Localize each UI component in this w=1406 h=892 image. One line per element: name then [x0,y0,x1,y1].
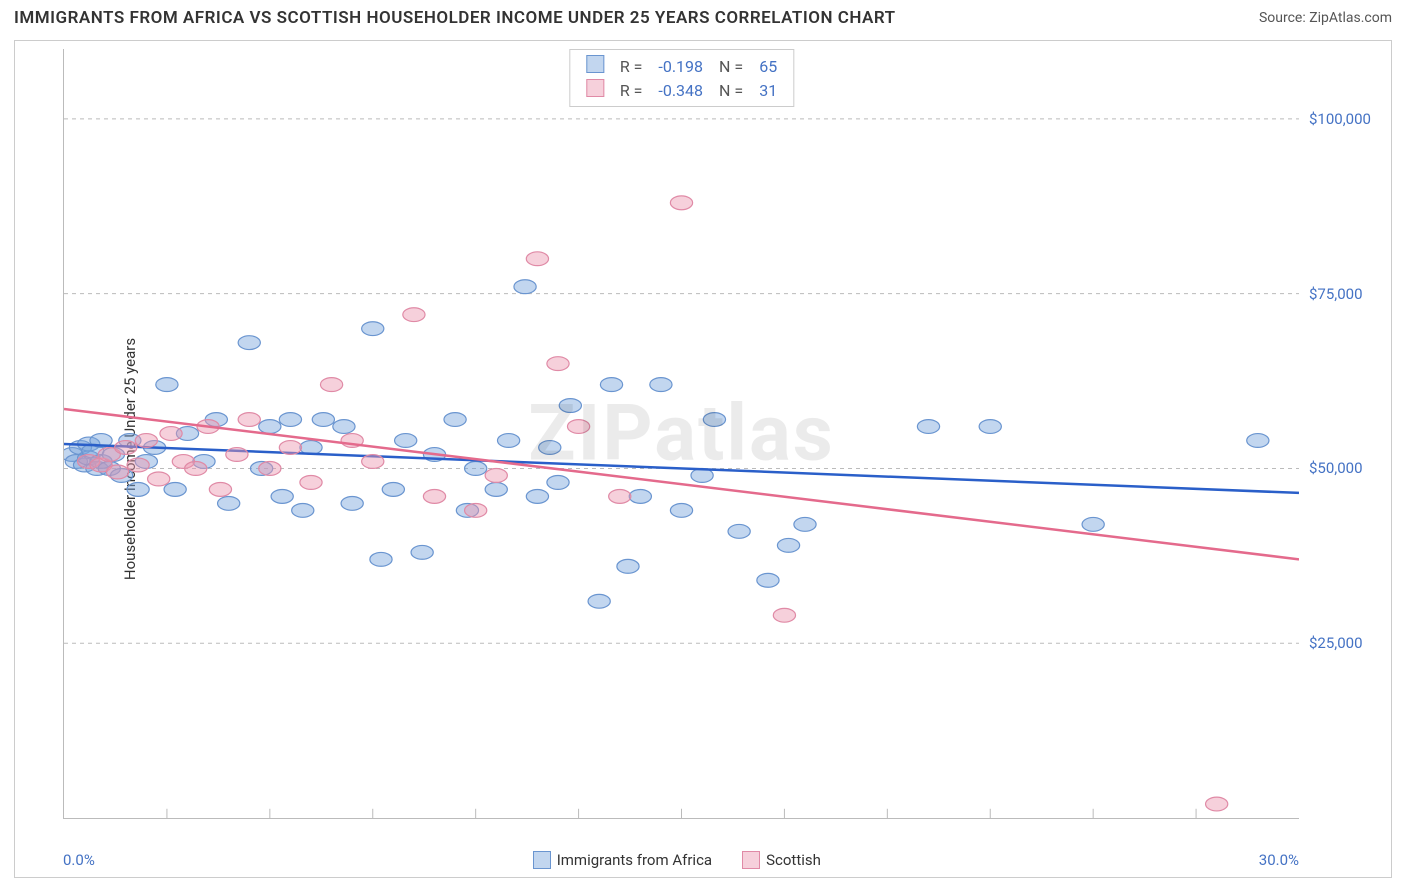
x-axis-max: 30.0% [1259,851,1299,869]
data-point-africa [600,378,622,392]
data-point-scottish [238,413,260,427]
data-point-africa [156,378,178,392]
chart-container: Householder Income Under 25 years R =-0.… [14,40,1392,878]
data-point-scottish [259,462,281,476]
data-point-africa [539,441,561,455]
data-point-scottish [185,462,207,476]
data-point-africa [444,413,466,427]
data-point-africa [292,503,314,517]
y-tick-label: $100,000 [1309,110,1371,128]
data-point-africa [395,434,417,448]
series-swatch-africa [533,851,551,869]
source-name: ZipAtlas.com [1309,10,1392,26]
data-point-scottish [1206,797,1228,811]
data-point-africa [411,545,433,559]
data-point-scottish [423,489,445,503]
data-point-scottish [362,455,384,469]
page-title: IMMIGRANTS FROM AFRICA VS SCOTTISH HOUSE… [14,8,896,28]
data-point-scottish [403,308,425,322]
data-point-africa [382,483,404,497]
data-point-scottish [106,465,128,479]
legend-swatch-africa [586,55,604,73]
data-point-africa [238,336,260,350]
data-point-africa [559,399,581,413]
data-point-scottish [160,427,182,441]
data-point-africa [617,559,639,573]
data-point-africa [794,517,816,531]
data-point-africa [757,573,779,587]
data-point-africa [312,413,334,427]
data-point-africa [279,413,301,427]
y-tick-label: $50,000 [1309,459,1363,477]
x-axis-row: 0.0% Immigrants from Africa Scottish 30.0… [63,851,1299,869]
data-point-africa [370,552,392,566]
data-point-scottish [127,458,149,472]
legend-row-africa: R =-0.198N =65 [578,54,785,78]
legend-swatch-scottish [586,79,604,97]
series-legend-item-scottish: Scottish [742,851,821,869]
plot-area: R =-0.198N =65R =-0.348N =31 ZIPatlas $2… [63,49,1299,819]
y-tick-label: $75,000 [1309,285,1363,303]
data-point-africa [917,420,939,434]
data-point-scottish [773,608,795,622]
data-point-scottish [567,420,589,434]
legend-row-scottish: R =-0.348N =31 [578,78,785,102]
data-point-scottish [547,357,569,371]
data-point-africa [333,420,355,434]
data-point-africa [588,594,610,608]
data-point-africa [703,413,725,427]
data-point-africa [547,476,569,490]
data-point-africa [650,378,672,392]
data-point-africa [127,483,149,497]
data-point-africa [465,462,487,476]
data-point-scottish [209,483,231,497]
data-point-africa [259,420,281,434]
data-point-scottish [609,489,631,503]
data-point-africa [728,524,750,538]
data-point-scottish [526,252,548,266]
trend-line-scottish [64,409,1299,559]
data-point-africa [497,434,519,448]
data-point-africa [526,489,548,503]
data-point-africa [271,489,293,503]
data-point-africa [629,489,651,503]
data-point-scottish [320,378,342,392]
data-point-scottish [279,441,301,455]
data-point-scottish [300,476,322,490]
data-point-africa [485,483,507,497]
data-point-africa [362,322,384,336]
series-legend: Immigrants from Africa Scottish [533,851,821,869]
data-point-africa [1082,517,1104,531]
data-point-africa [1247,434,1269,448]
y-tick-label: $25,000 [1309,634,1363,652]
data-point-africa [670,503,692,517]
correlation-legend: R =-0.198N =65R =-0.348N =31 [569,49,794,107]
series-legend-item-africa: Immigrants from Africa [533,851,712,869]
data-point-scottish [465,503,487,517]
x-axis-min: 0.0% [63,851,95,869]
data-point-scottish [115,441,137,455]
source-attribution: Source: ZipAtlas.com [1259,10,1392,26]
data-point-scottish [148,472,170,486]
data-point-africa [514,280,536,294]
data-point-africa [341,496,363,510]
scatter-svg [64,49,1299,818]
series-label-scottish: Scottish [766,851,821,869]
source-prefix: Source: [1259,10,1309,26]
data-point-scottish [485,469,507,483]
data-point-africa [777,538,799,552]
series-swatch-scottish [742,851,760,869]
data-point-scottish [226,448,248,462]
series-label-africa: Immigrants from Africa [557,851,712,869]
data-point-scottish [670,196,692,210]
data-point-africa [164,483,186,497]
data-point-africa [218,496,240,510]
data-point-scottish [135,434,157,448]
data-point-africa [979,420,1001,434]
